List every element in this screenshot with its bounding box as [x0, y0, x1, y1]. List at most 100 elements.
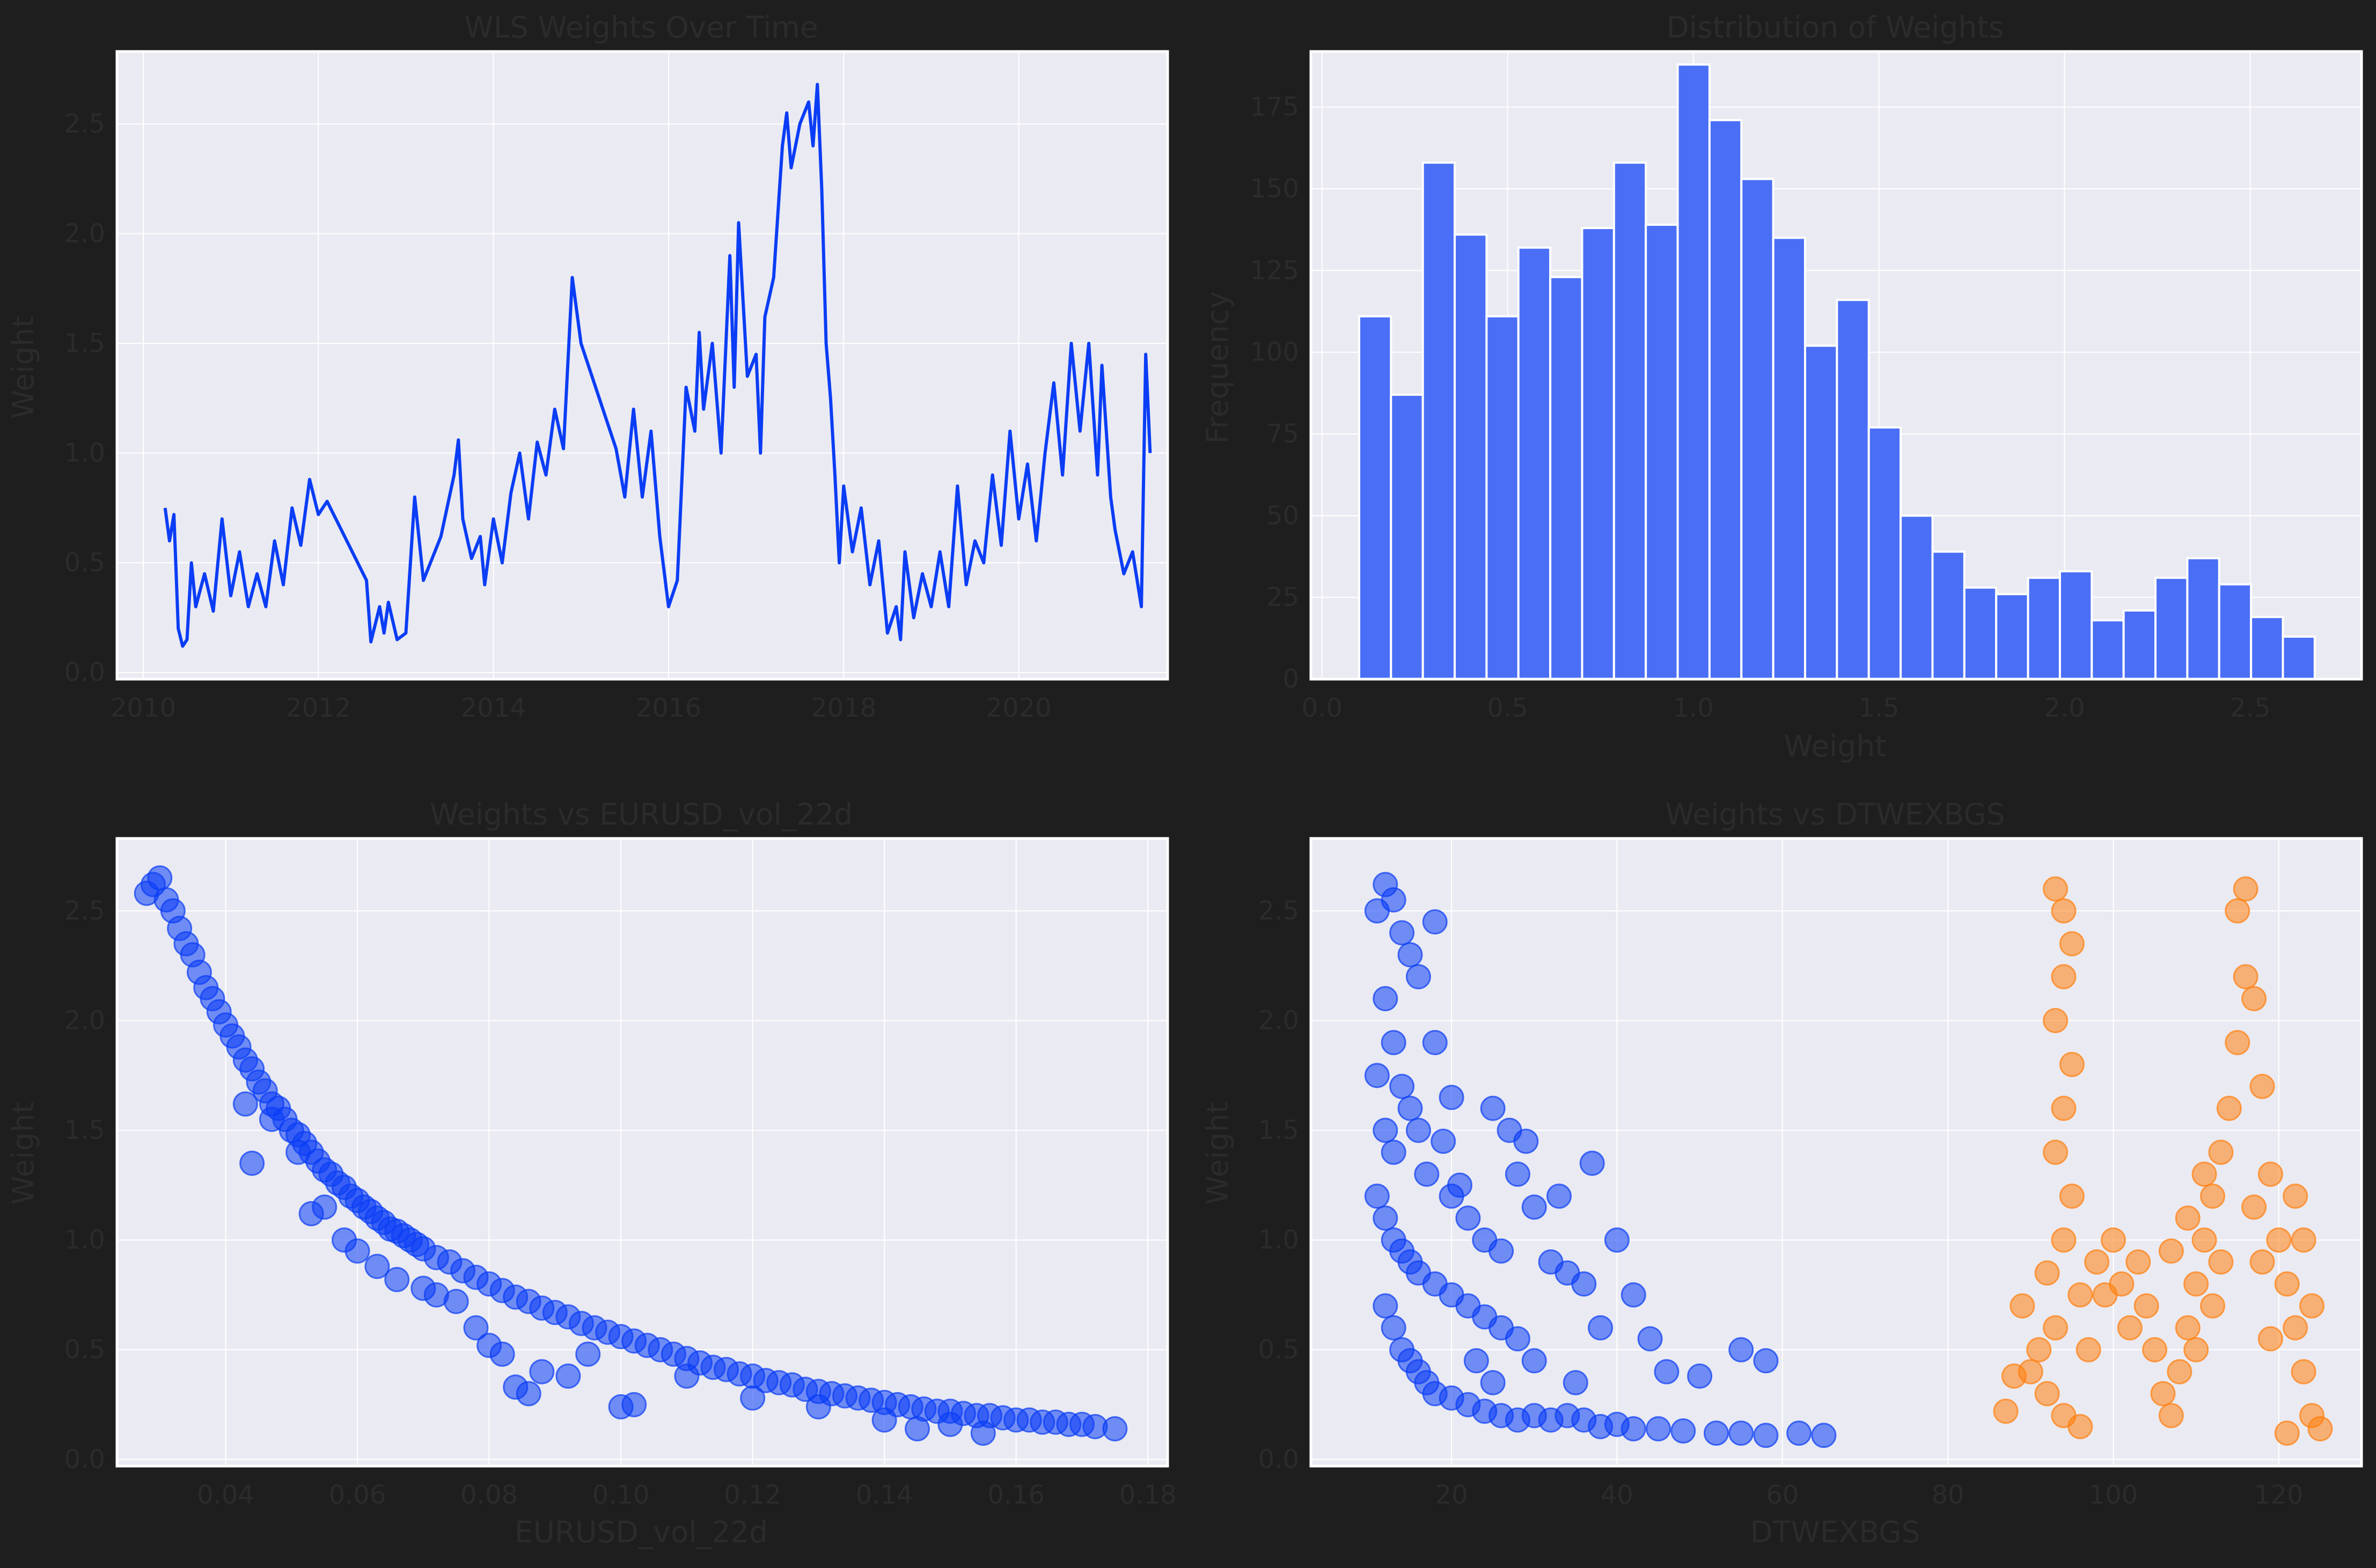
y-tick-label: 0.0	[1258, 1445, 1299, 1475]
y-tick-label: 100	[1250, 337, 1299, 367]
scatter-point	[259, 1107, 284, 1132]
x-tick-label: 1.0	[1673, 693, 1713, 723]
scatter-point	[1373, 1117, 1398, 1143]
scatter-point	[2133, 1293, 2159, 1319]
x-tick-label: 120	[2254, 1480, 2304, 1510]
scatter-point	[2183, 1271, 2209, 1297]
scatter-point	[1447, 1172, 1473, 1198]
scatter-point	[2034, 1260, 2060, 1286]
scatter-point	[2183, 1337, 2209, 1363]
histogram-bar	[2058, 570, 2093, 680]
x-tick-label: 0.10	[592, 1480, 650, 1510]
scatter-point	[1389, 1073, 1415, 1099]
scatter-point	[2191, 1227, 2217, 1253]
scatter-point	[2076, 1337, 2101, 1363]
scatter-point	[1579, 1150, 1605, 1176]
x-tick-label: 2010	[111, 693, 176, 723]
x-tick-label: 0.14	[856, 1480, 913, 1510]
scatter-point	[1102, 1416, 1128, 1441]
scatter-point	[2043, 876, 2069, 902]
scatter-point	[555, 1363, 581, 1389]
scatter-point	[2307, 1416, 2333, 1441]
y-tick-label: 125	[1250, 255, 1299, 285]
histogram-bar	[2282, 635, 2316, 680]
scatter-point	[2034, 1381, 2060, 1407]
scatter-point	[1687, 1363, 1713, 1389]
scatter-point	[1439, 1085, 1464, 1110]
y-axis-label: Weight	[1200, 1102, 1235, 1205]
scatter-point	[1389, 920, 1415, 946]
x-tick-label: 80	[1932, 1480, 1964, 1510]
x-tick-label: 0.06	[329, 1480, 386, 1510]
x-tick-label: 1.5	[1858, 693, 1899, 723]
histogram-bar	[2218, 583, 2253, 680]
y-tick-label: 2.5	[1258, 896, 1299, 926]
scatter-point	[905, 1416, 930, 1441]
scatter-point	[147, 865, 173, 891]
scatter-point	[1405, 964, 1431, 990]
scatter-point	[2175, 1205, 2201, 1231]
scatter-point	[1431, 1129, 1456, 1154]
scatter-point	[1364, 1183, 1390, 1209]
y-tick-label: 0.0	[64, 1445, 105, 1475]
y-axis-label: Weight	[6, 1102, 40, 1205]
scatter-point	[1753, 1348, 1779, 1374]
histogram-bar	[1804, 344, 1838, 680]
scatter-point	[1588, 1315, 1614, 1341]
scatter-point	[1505, 1326, 1530, 1352]
scatter-point	[2167, 1359, 2192, 1385]
scatter-point	[1455, 1205, 1481, 1231]
scatter-point	[2059, 1051, 2085, 1077]
histogram-bar	[2027, 577, 2061, 680]
x-tick-label: 2.5	[2230, 693, 2270, 723]
scatter-point	[2175, 1315, 2201, 1341]
panel-weights-vs-dtwexbgs: Weights vs DTWEXBGS Weight DTWEXBGS 0.0 0…	[1200, 797, 2363, 1549]
x-tick-label: 2020	[986, 693, 1052, 723]
histogram-bar	[1772, 237, 1807, 680]
histogram-bar	[1708, 119, 1743, 680]
scatter-point	[2233, 964, 2258, 990]
scatter-point	[2142, 1337, 2168, 1363]
scatter-point	[1480, 1095, 1506, 1121]
scatter-point	[575, 1341, 601, 1367]
scatter-point	[232, 1091, 258, 1117]
scatter-point	[1604, 1227, 1630, 1253]
histogram-bar	[2186, 557, 2220, 680]
scatter-point	[285, 1139, 311, 1165]
scatter-point	[1422, 909, 1448, 934]
scatter-point	[937, 1411, 963, 1437]
histogram-bar	[1454, 233, 1488, 680]
scatter-point	[1513, 1129, 1539, 1154]
x-tick-label: 20	[1435, 1480, 1468, 1510]
scatter-point	[2158, 1238, 2184, 1264]
scatter-point	[344, 1238, 370, 1264]
scatter-point	[489, 1341, 515, 1367]
scatter-point	[2249, 1249, 2275, 1275]
histogram-bar	[1963, 586, 1998, 680]
histogram-bar	[1867, 426, 1902, 680]
scatter-point	[1993, 1398, 2019, 1424]
scatter-point	[1563, 1370, 1588, 1396]
scatter-point	[2291, 1359, 2316, 1385]
y-tick-label: 0	[1282, 664, 1299, 694]
scatter-point	[1381, 1315, 1406, 1341]
scatter-point	[1422, 1029, 1448, 1055]
scatter-point	[364, 1254, 390, 1279]
scatter-point	[1488, 1238, 1514, 1264]
scatter-point	[2208, 1249, 2234, 1275]
x-tick-label: 0.16	[987, 1480, 1045, 1510]
histogram-bar	[1581, 227, 1615, 680]
chart-title: Weights vs DTWEXBGS	[1665, 797, 2005, 831]
scatter-point	[1703, 1420, 1729, 1446]
scatter-point	[2117, 1315, 2143, 1341]
y-tick-label: 1.0	[64, 1225, 105, 1255]
y-tick-label: 1.0	[1258, 1225, 1299, 1255]
scatter-point	[1364, 898, 1390, 924]
scatter-point	[2257, 1326, 2283, 1352]
y-tick-label: 150	[1250, 174, 1299, 204]
y-tick-label: 0.5	[64, 1335, 105, 1365]
scatter-point	[1786, 1420, 1812, 1446]
scatter-point	[2059, 1183, 2085, 1209]
histogram-bar	[1549, 276, 1583, 680]
